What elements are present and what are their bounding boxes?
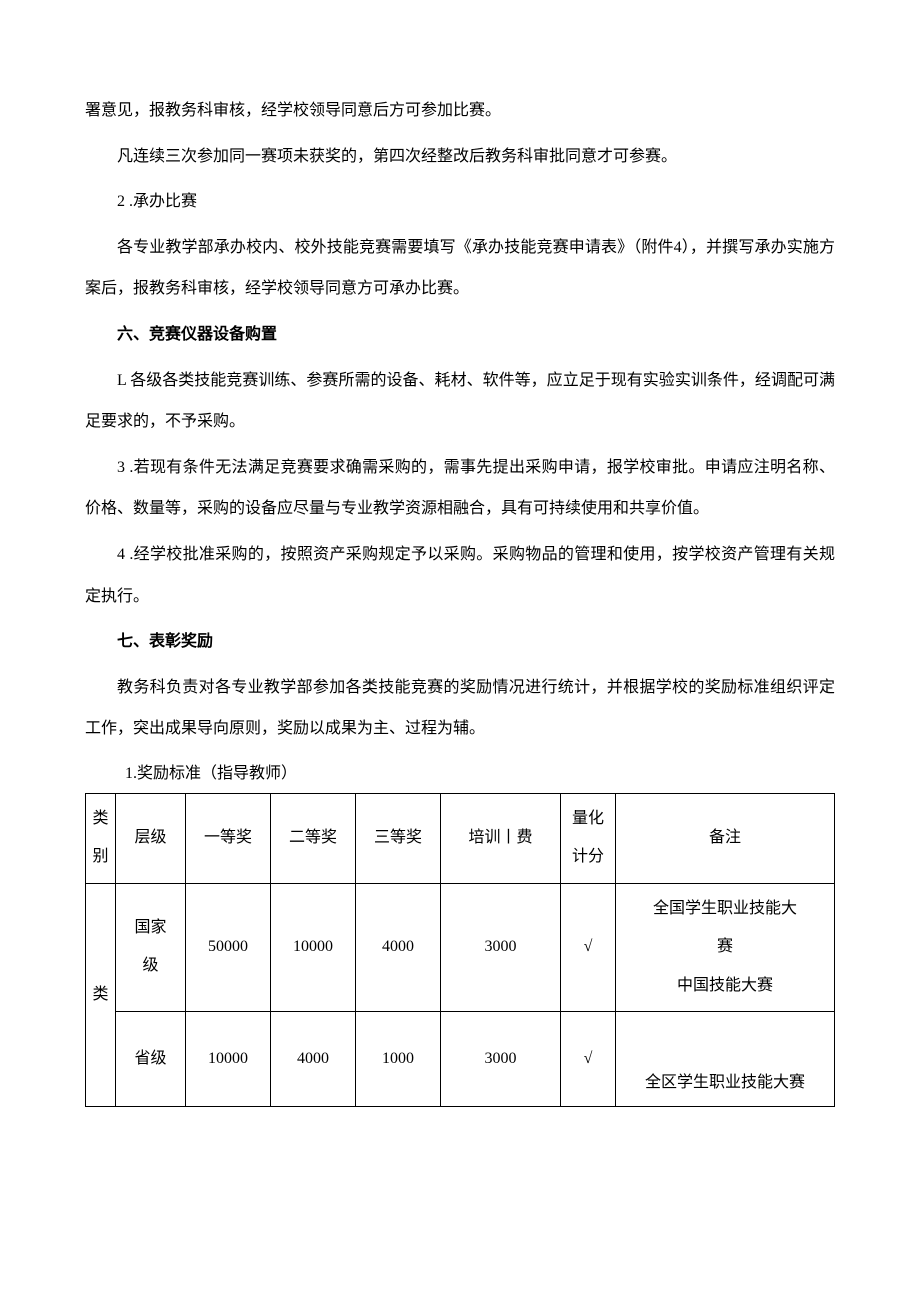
cell-national-score: √ (561, 883, 616, 1011)
paragraph-equipment-3: 3 .若现有条件无法满足竞赛要求确需采购的，需事先提出采购申请，报学校审批。申请… (85, 447, 835, 530)
cell-provincial-note: 全区学生职业技能大赛 (616, 1012, 835, 1107)
paragraph-item-2: 2 .承办比赛 (85, 181, 835, 223)
cell-national-training: 3000 (441, 883, 561, 1011)
cell-national-prize2: 10000 (271, 883, 356, 1011)
cell-category: 类 (86, 883, 116, 1106)
cell-provincial-prize1: 10000 (186, 1012, 271, 1107)
paragraph-continuation: 署意见，报教务科审核，经学校领导同意后方可参加比赛。 (85, 90, 835, 132)
cell-provincial-prize2: 4000 (271, 1012, 356, 1107)
header-note: 备注 (616, 794, 835, 884)
table-header-row: 类 别 层级 一等奖 二等奖 三等奖 培训丨费 量化 计分 备注 (86, 794, 835, 884)
cell-level-national-line1: 国家 (134, 919, 166, 936)
header-category-line1: 类 (92, 810, 108, 827)
table-row-provincial: 省级 10000 4000 1000 3000 √ 全区学生职业技能大赛 (86, 1012, 835, 1107)
table-row-national: 类 国家 级 50000 10000 4000 3000 √ 全国学生职业技能大… (86, 883, 835, 1011)
header-score: 量化 计分 (561, 794, 616, 884)
paragraph-rule: 凡连续三次参加同一赛项未获奖的，第四次经整改后教务科审批同意才可参赛。 (85, 136, 835, 178)
cell-national-prize1: 50000 (186, 883, 271, 1011)
table-caption: 1.奖励标准（指导教师） (85, 756, 835, 791)
cell-national-note: 全国学生职业技能大 赛 中国技能大赛 (616, 883, 835, 1011)
cell-level-provincial: 省级 (116, 1012, 186, 1107)
header-category-line2: 别 (92, 848, 108, 865)
cell-provincial-score: √ (561, 1012, 616, 1107)
paragraph-awards: 教务科负责对各专业教学部参加各类技能竞赛的奖励情况进行统计，并根据学校的奖励标准… (85, 667, 835, 750)
award-standards-table: 类 别 层级 一等奖 二等奖 三等奖 培训丨费 量化 计分 备注 类 国家 级 … (85, 793, 835, 1107)
header-training: 培训丨费 (441, 794, 561, 884)
paragraph-equipment-1: L 各级各类技能竞赛训练、参赛所需的设备、耗材、软件等，应立足于现有实验实训条件… (85, 360, 835, 443)
header-prize1: 一等奖 (186, 794, 271, 884)
cell-level-national: 国家 级 (116, 883, 186, 1011)
header-level: 层级 (116, 794, 186, 884)
cell-national-note-line1: 全国学生职业技能大 (653, 900, 797, 917)
cell-national-prize3: 4000 (356, 883, 441, 1011)
cell-provincial-training: 3000 (441, 1012, 561, 1107)
header-prize3: 三等奖 (356, 794, 441, 884)
header-category: 类 别 (86, 794, 116, 884)
header-prize2: 二等奖 (271, 794, 356, 884)
cell-level-national-line2: 级 (142, 957, 158, 974)
cell-provincial-prize3: 1000 (356, 1012, 441, 1107)
paragraph-equipment-4: 4 .经学校批准采购的，按照资产采购规定予以采购。采购物品的管理和使用，按学校资… (85, 534, 835, 617)
heading-section-7: 七、表彰奖励 (85, 621, 835, 663)
header-score-line1: 量化 (572, 810, 604, 827)
cell-national-note-line2: 赛 (717, 938, 733, 955)
header-score-line2: 计分 (572, 848, 604, 865)
cell-national-note-line3: 中国技能大赛 (677, 977, 773, 994)
heading-section-6: 六、竞赛仪器设备购置 (85, 314, 835, 356)
paragraph-host-competition: 各专业教学部承办校内、校外技能竞赛需要填写《承办技能竞赛申请表》（附件4），并撰… (85, 227, 835, 310)
